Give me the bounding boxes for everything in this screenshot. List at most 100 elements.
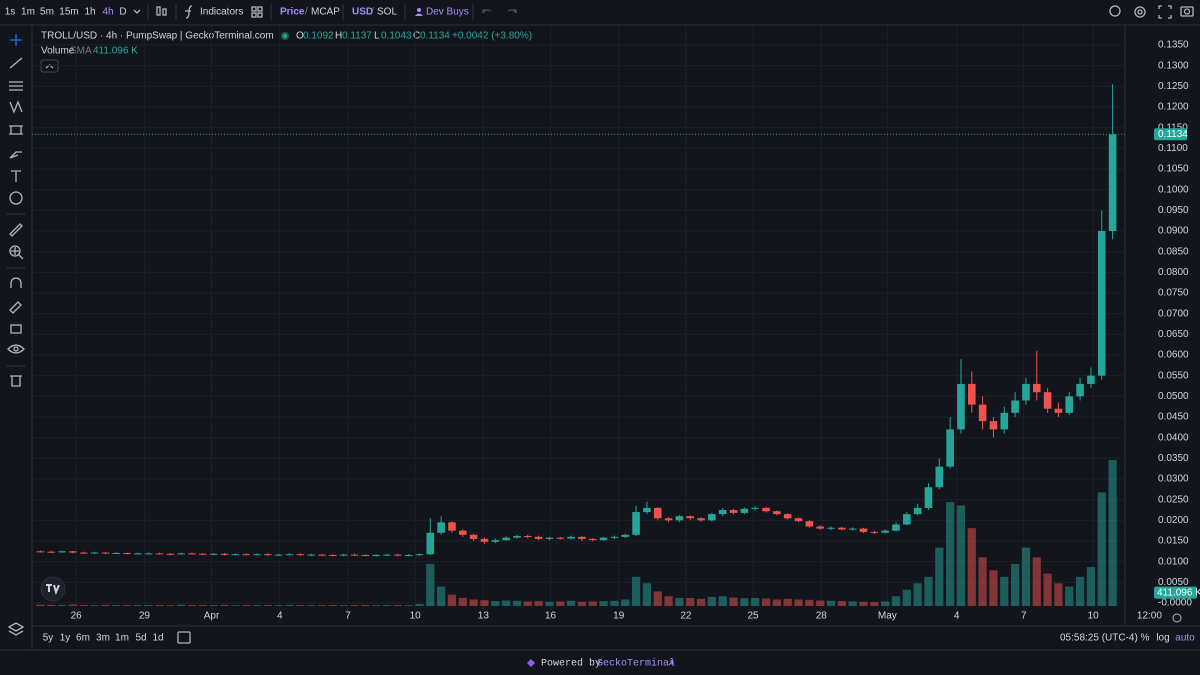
text-tool[interactable] [11, 170, 21, 182]
visibility-tool[interactable] [13, 346, 19, 352]
range-button[interactable]: 3m [96, 633, 110, 644]
goto-date-icon[interactable] [177, 631, 191, 644]
toggle-option[interactable]: USD [352, 7, 373, 18]
pattern-tool[interactable] [9, 100, 23, 114]
ohlc-key: L [374, 31, 380, 42]
volume-bar [426, 563, 435, 606]
indicators-button[interactable]: Indicators [200, 7, 243, 18]
candle-body [166, 553, 175, 555]
candle-body [968, 383, 976, 405]
settings-icon[interactable] [1134, 6, 1146, 18]
ruler-tool[interactable] [9, 223, 23, 237]
fullscreen-icon[interactable] [1158, 5, 1172, 19]
visibility-tool[interactable] [7, 344, 25, 354]
axis-settings[interactable] [1172, 613, 1182, 623]
x-tick-label: 16 [545, 611, 557, 622]
candle-icon[interactable] [156, 6, 161, 16]
x-tick-label: May [878, 611, 897, 622]
interval-button[interactable]: 15m [59, 7, 78, 18]
percent-toggle[interactable]: % [1141, 633, 1150, 644]
ohlc-value: 0.1043 [381, 31, 412, 42]
volume-bar [90, 605, 99, 606]
fx-icon[interactable] [185, 5, 193, 19]
delete-tool[interactable] [10, 375, 22, 387]
y-tick-label: 0.0500 [1158, 391, 1189, 402]
range-button[interactable]: 1y [60, 633, 71, 644]
candle-icon[interactable] [162, 8, 167, 16]
volume-bar [599, 601, 608, 606]
magnet-tool[interactable] [10, 277, 22, 288]
emoji-tool[interactable] [9, 191, 23, 205]
fib-tool[interactable] [9, 81, 23, 91]
candle-body [751, 507, 759, 509]
toggle-option[interactable]: Price [280, 7, 305, 18]
interval-button[interactable]: 1s [5, 7, 16, 18]
lock-draw-tool[interactable] [9, 301, 22, 314]
tv-logo[interactable] [40, 576, 66, 602]
search-icon[interactable] [1109, 5, 1121, 17]
candle-body [859, 528, 868, 532]
candle-body [36, 551, 45, 553]
volume-bar [79, 605, 88, 606]
crosshair-tool[interactable] [10, 34, 22, 46]
y-tick-label: 0.0900 [1158, 226, 1189, 237]
projection-tool[interactable] [9, 125, 23, 135]
range-button[interactable]: 1d [152, 633, 163, 644]
collapse-icon [45, 64, 54, 69]
gecko-link[interactable]: GeckoTerminal [597, 658, 675, 670]
volume-bar [577, 601, 587, 606]
trend-line-tool[interactable] [9, 57, 23, 69]
candle-body [556, 537, 565, 539]
y-tick-label: 0.0450 [1158, 412, 1189, 423]
volume-bar [144, 604, 153, 606]
candle-body [209, 553, 218, 555]
undo-icon[interactable] [482, 9, 492, 14]
range-button[interactable]: 5y [43, 633, 54, 644]
layers-icon[interactable] [7, 622, 25, 636]
zoom-tool[interactable] [9, 245, 21, 257]
range-button[interactable]: 6m [76, 633, 90, 644]
x-tick-label: 7 [345, 611, 351, 622]
candle-body [220, 553, 229, 555]
layout-icon[interactable] [251, 6, 257, 12]
interval-button[interactable]: 4h [102, 7, 113, 18]
interval-button[interactable]: D [119, 7, 126, 18]
auto-toggle[interactable]: auto [1175, 633, 1195, 644]
brush-tool[interactable] [9, 151, 22, 159]
interval-button[interactable]: 5m [40, 7, 54, 18]
candle-body [653, 507, 662, 519]
redo-icon[interactable] [507, 9, 517, 14]
layout-icon[interactable] [257, 12, 263, 18]
dev-buys-button[interactable]: Dev Buys [426, 7, 469, 18]
camera-icon[interactable] [1180, 6, 1194, 17]
candle-body [134, 553, 142, 555]
range-button[interactable]: 5d [135, 633, 146, 644]
candle-body [264, 554, 272, 556]
candle-body [718, 509, 727, 515]
candle-body [708, 514, 716, 521]
candle-body [47, 551, 56, 553]
camera-icon[interactable] [1183, 8, 1191, 15]
zoom-tool[interactable] [11, 247, 24, 260]
volume-bar [328, 605, 337, 606]
interval-button[interactable]: 1h [84, 7, 95, 18]
candle-body [90, 552, 99, 554]
log-toggle[interactable]: log [1156, 633, 1169, 644]
layout-icon[interactable] [257, 6, 263, 12]
settings-icon[interactable] [1137, 9, 1143, 15]
candle-body [458, 530, 467, 535]
toggle-option[interactable]: SOL [377, 7, 397, 18]
volume-bar [805, 599, 814, 606]
candle-body [588, 538, 597, 541]
volume-bar [220, 604, 229, 606]
volume-bar [1032, 557, 1041, 606]
interval-button[interactable]: 1m [21, 7, 35, 18]
toggle-option[interactable]: MCAP [311, 7, 340, 18]
y-tick-label: 0.0600 [1158, 350, 1189, 361]
lock-tool[interactable] [10, 324, 22, 334]
volume-bar [848, 601, 857, 606]
candle-body [523, 536, 532, 538]
layout-icon[interactable] [251, 12, 257, 18]
range-button[interactable]: 1m [115, 633, 129, 644]
